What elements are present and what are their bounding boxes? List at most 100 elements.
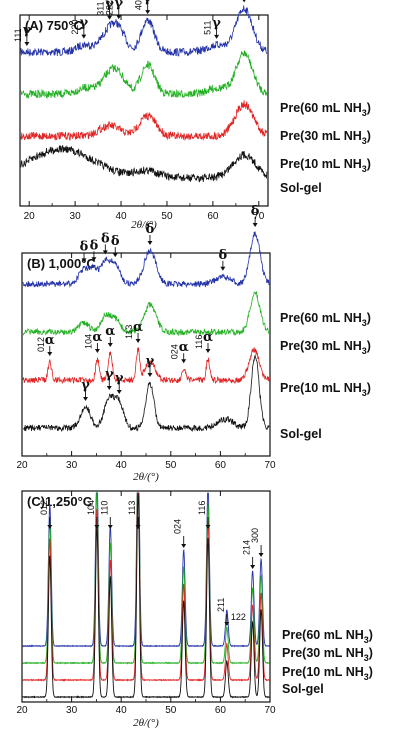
series-line-pre-30-ml-nh bbox=[20, 50, 268, 100]
x-tick-label: 50 bbox=[165, 460, 177, 471]
legend-pre-60-ml-nh: Pre(60 mL NH3) bbox=[282, 628, 373, 645]
series-line-pre-60-ml-nh bbox=[22, 492, 270, 648]
phase-symbol: α bbox=[92, 330, 102, 345]
phase-symbol: γ bbox=[115, 371, 124, 386]
legend-pre-60-ml-nh: Pre(60 mL NH3) bbox=[280, 101, 371, 118]
phase-symbol: δ bbox=[251, 204, 260, 219]
miller-index-label: 104 bbox=[83, 334, 93, 349]
legend-sol-gel: Sol-gel bbox=[280, 427, 322, 441]
phase-symbol: δ bbox=[111, 234, 120, 249]
miller-index-label: 024 bbox=[173, 519, 183, 534]
miller-index-label: 220 bbox=[70, 20, 80, 35]
legend-pre-60-ml-nh: Pre(60 mL NH3) bbox=[280, 311, 371, 328]
x-tick-label: 40 bbox=[116, 705, 128, 716]
series-line-pre-30-ml-nh bbox=[22, 291, 270, 337]
phase-symbol: γ bbox=[146, 354, 155, 369]
annotation-arrow-head bbox=[116, 389, 122, 394]
x-tick-label: 50 bbox=[161, 211, 173, 222]
miller-index-label: 104 bbox=[86, 500, 96, 515]
peak-arrow-head bbox=[94, 525, 100, 529]
series-line-sol-gel bbox=[20, 144, 268, 183]
phase-symbol: γ bbox=[105, 0, 114, 12]
x-tick-label: 30 bbox=[66, 460, 78, 471]
peak-arrow-head bbox=[224, 622, 230, 626]
annotation-arrow-head bbox=[205, 349, 211, 353]
legend-pre-30-ml-nh: Pre(30 mL NH3) bbox=[282, 646, 373, 663]
miller-index-label: 012 bbox=[39, 500, 49, 515]
phase-symbol: α bbox=[203, 330, 213, 345]
annotation-arrow-head bbox=[116, 15, 122, 20]
phase-symbol: δ bbox=[146, 222, 155, 237]
plot-frame bbox=[21, 490, 271, 703]
phase-symbol: α bbox=[133, 320, 143, 335]
series-line-sol-gel bbox=[22, 491, 270, 699]
x-axis-label: 2θ/(°) bbox=[133, 471, 159, 483]
legend-pre-30-ml-nh: Pre(30 mL NH3) bbox=[280, 129, 371, 146]
peak-arrow-head bbox=[135, 525, 141, 529]
x-tick-label: 20 bbox=[16, 460, 28, 471]
miller-index-label: 214 bbox=[242, 540, 252, 555]
phase-symbol: δ bbox=[80, 239, 89, 254]
series-line-pre-10-ml-nh bbox=[22, 492, 270, 682]
legend-sol-gel: Sol-gel bbox=[282, 682, 324, 696]
phase-symbol: γ bbox=[81, 378, 90, 393]
miller-index-label: 113 bbox=[127, 501, 137, 515]
legend-sol-gel: Sol-gel bbox=[280, 181, 322, 195]
x-tick-label: 70 bbox=[253, 211, 265, 222]
series-line-pre-10-ml-nh bbox=[20, 100, 268, 141]
annotation-arrow-head bbox=[81, 34, 87, 39]
panel-c-1250c: 20 30 40 50 60 70 2θ/(°) (C)1,250°C Pre(60 mL NH… bbox=[16, 490, 373, 729]
series-line-pre-60-ml-nh bbox=[20, 5, 268, 58]
annotation-arrow-head bbox=[147, 241, 153, 245]
x-axis-label: 2θ/(°) bbox=[131, 219, 157, 231]
annotation-arrow-head bbox=[94, 349, 100, 353]
phase-symbol: γ bbox=[114, 0, 123, 11]
miller-index-label: 116 bbox=[197, 501, 207, 515]
phase-symbol: γ bbox=[80, 16, 89, 31]
annotation-arrow-head bbox=[220, 266, 226, 271]
miller-index-label: 300 bbox=[250, 528, 260, 543]
series-line-pre-60-ml-nh bbox=[22, 231, 270, 289]
annotation-arrow-head bbox=[112, 253, 118, 258]
peak-arrow-head bbox=[205, 525, 211, 529]
legend-pre-10-ml-nh: Pre(10 mL NH3) bbox=[282, 665, 373, 682]
annotation-arrow-head bbox=[47, 352, 53, 356]
x-tick-label: 50 bbox=[165, 705, 177, 716]
annotation-arrow-head bbox=[181, 359, 187, 364]
legend-pre-10-ml-nh: Pre(10 mL NH3) bbox=[280, 157, 371, 174]
phase-symbol: δ bbox=[101, 231, 110, 246]
annotation-arrow-head bbox=[106, 385, 112, 390]
legend-pre-30-ml-nh: Pre(30 mL NH3) bbox=[280, 339, 371, 356]
peak-arrow-head bbox=[258, 553, 264, 557]
x-tick-label: 60 bbox=[207, 211, 219, 222]
annotation-arrow-head bbox=[147, 373, 153, 377]
peak-arrow-head bbox=[181, 544, 187, 548]
panel-title: (A) 750°C bbox=[25, 18, 84, 33]
phase-symbol: α bbox=[45, 333, 55, 348]
annotation-arrow-head bbox=[214, 34, 220, 39]
annotation-arrow-head bbox=[24, 42, 30, 46]
miller-index-label: 111 bbox=[13, 28, 23, 42]
annotation-arrow-head bbox=[242, 0, 246, 3]
miller-index-label: 211 bbox=[216, 598, 226, 612]
panel-b-1000c: 20 30 40 50 60 70 2θ/(°) (B) 1,000°C Pre(60 mL N… bbox=[16, 204, 371, 483]
plot-frame bbox=[19, 14, 269, 207]
peak-arrow-head bbox=[250, 565, 256, 569]
x-tick-label: 60 bbox=[215, 460, 227, 471]
peak-arrow-head bbox=[107, 525, 113, 529]
x-tick-label: 20 bbox=[24, 211, 36, 222]
x-tick-label: 30 bbox=[70, 211, 82, 222]
panel-a-750c: 20 30 40 50 60 70 2θ/(°) (A) 750°C Pre(60 mL NH3… bbox=[13, 0, 371, 231]
annotation-arrow-head bbox=[91, 257, 97, 262]
series-line-pre-30-ml-nh bbox=[22, 491, 270, 665]
legend-pre-10-ml-nh: Pre(10 mL NH3) bbox=[280, 381, 371, 398]
x-tick-label: 70 bbox=[264, 460, 276, 471]
x-tick-label: 20 bbox=[16, 705, 28, 716]
series-line-pre-10-ml-nh bbox=[22, 347, 270, 385]
annotation-arrow-head bbox=[81, 258, 87, 263]
miller-index-label: 116 bbox=[194, 335, 204, 349]
phase-symbol: α bbox=[179, 340, 189, 355]
annotation-arrow-head bbox=[135, 338, 141, 343]
series-line-sol-gel bbox=[22, 353, 270, 432]
